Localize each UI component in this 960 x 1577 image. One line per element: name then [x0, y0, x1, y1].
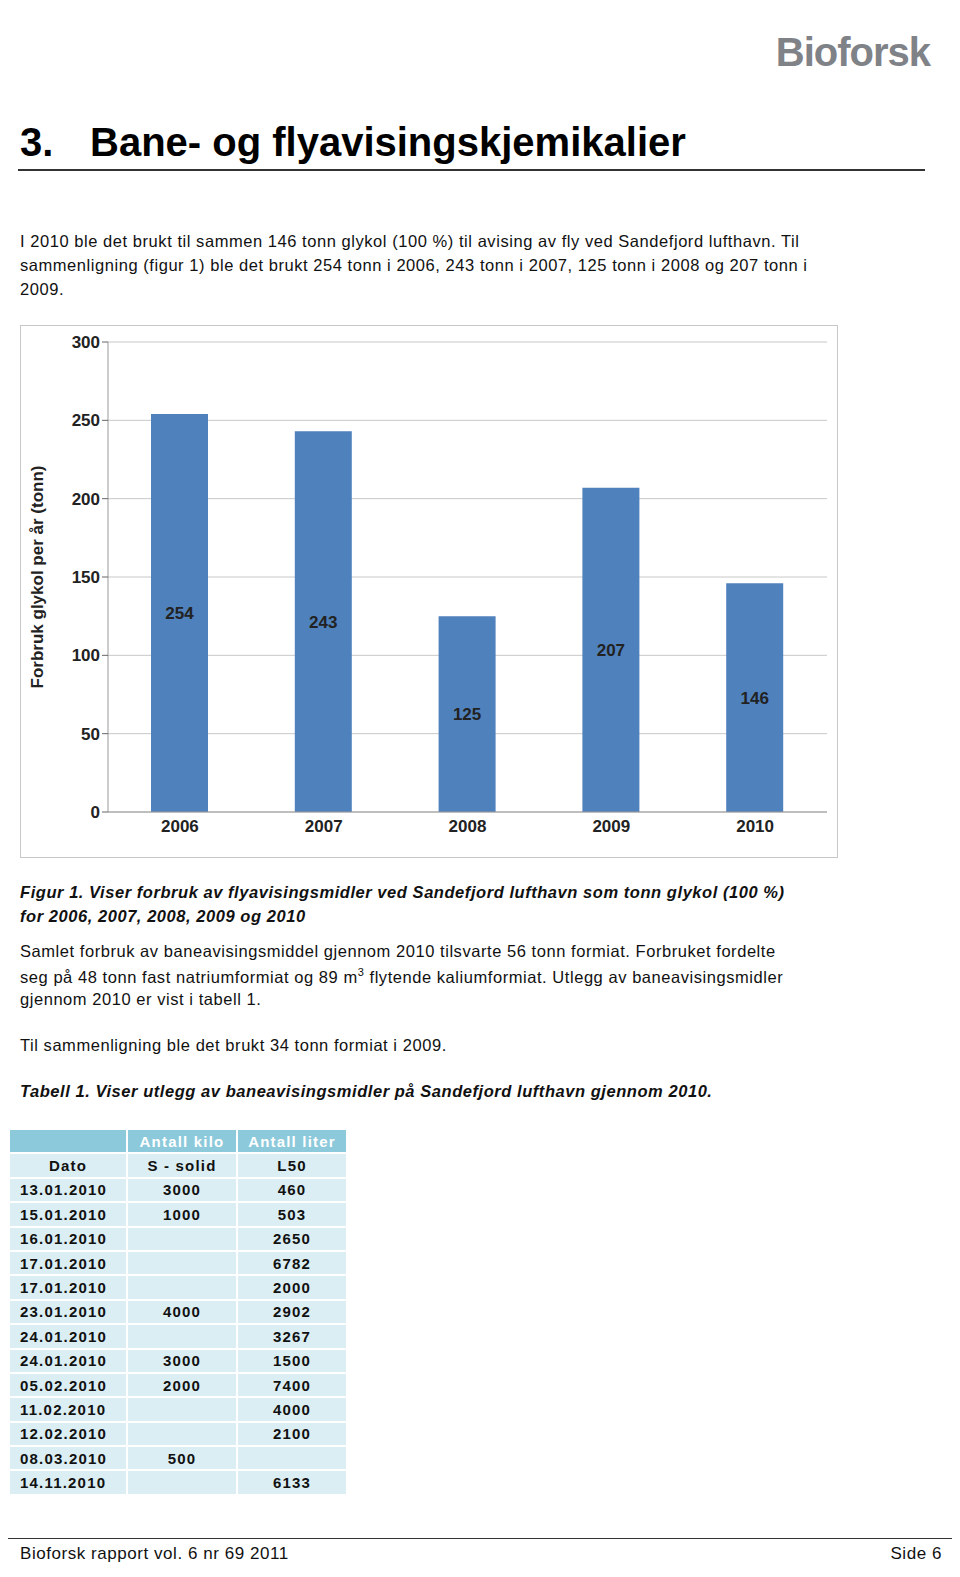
html-text:Side 6: Side 6 [890, 1544, 942, 1563]
svg-text:200: 200 [72, 490, 100, 509]
html-text:I 2010 ble det brukt til samme: I 2010 ble det brukt til sammen 146 tonn… [20, 232, 800, 250]
html-text:Antall kilo: Antall kilo [139, 1132, 225, 1150]
html-text:3000: 3000 [162, 1352, 202, 1370]
html-text:Bioforsk rapport vol. 6 nr 69: Bioforsk rapport vol. 6 nr 69 2011 [20, 1544, 289, 1563]
svg-text:100: 100 [72, 646, 100, 665]
html-text:6133: 6133 [272, 1474, 312, 1492]
svg-text:146: 146 [741, 689, 769, 708]
html-text:16.01.2010: 16.01.2010 [20, 1230, 108, 1248]
html-text:08.03.2010: 08.03.2010 [20, 1449, 108, 1467]
html-text:2009.: 2009. [20, 280, 64, 298]
html-text:L50: L50 [277, 1157, 307, 1175]
svg-text:207: 207 [597, 641, 625, 660]
html-text:S - solid: S - solid [147, 1157, 217, 1175]
html-text:6782: 6782 [272, 1254, 312, 1272]
svg-text:300: 300 [72, 333, 100, 352]
html-text:2100: 2100 [272, 1425, 312, 1443]
html-text:1000: 1000 [162, 1205, 202, 1223]
svg-text:2010: 2010 [736, 817, 774, 836]
html-text:15.01.2010: 15.01.2010 [20, 1205, 108, 1223]
html-text:Dato: Dato [48, 1157, 88, 1175]
html-text:2000: 2000 [162, 1376, 202, 1394]
html-text:17.01.2010: 17.01.2010 [20, 1279, 108, 1296]
html-text:24.01.2010: 24.01.2010 [20, 1327, 108, 1345]
html-text:7400: 7400 [272, 1376, 312, 1394]
svg-text:2008: 2008 [449, 817, 487, 836]
html-text:4000: 4000 [272, 1401, 312, 1418]
html-text:24.01.2010: 24.01.2010 [20, 1352, 108, 1370]
html-text:14.11.2010: 14.11.2010 [20, 1474, 107, 1492]
html-text:4000: 4000 [162, 1303, 202, 1321]
html-text:05.02.2010: 05.02.2010 [20, 1376, 108, 1394]
svg-text:0: 0 [91, 803, 100, 822]
html-text:3000: 3000 [162, 1181, 202, 1199]
html-text:460: 460 [277, 1181, 307, 1199]
html-text:Bioforsk: Bioforsk [775, 30, 930, 74]
html-text:503: 503 [277, 1205, 307, 1223]
html-text:Figur 1. Viser forbruk av flya: Figur 1. Viser forbruk av flyavisingsmid… [20, 883, 785, 901]
svg-text:250: 250 [72, 411, 100, 430]
html-text:2902: 2902 [272, 1303, 312, 1321]
html-text:3.: 3. [20, 120, 54, 164]
html-text:Samlet forbruk av baneavisings: Samlet forbruk av baneavisingsmiddel gje… [20, 942, 776, 960]
html-text:23.01.2010: 23.01.2010 [20, 1303, 108, 1321]
html-text:2650: 2650 [272, 1230, 312, 1248]
html-text:11.02.2010: 11.02.2010 [20, 1401, 107, 1418]
html-text:sammenligning (figur 1) ble de: sammenligning (figur 1) ble det brukt 25… [20, 256, 808, 274]
html-text:3267: 3267 [272, 1327, 312, 1345]
html-text:17.01.2010: 17.01.2010 [20, 1254, 108, 1272]
svg-text:125: 125 [453, 705, 481, 724]
svg-text:2007: 2007 [305, 817, 343, 836]
html-text:12.02.2010: 12.02.2010 [20, 1425, 108, 1443]
html-text:13.01.2010: 13.01.2010 [20, 1181, 108, 1199]
svg-text:2009: 2009 [592, 817, 630, 836]
svg-text:150: 150 [72, 568, 100, 587]
svg-text:243: 243 [309, 613, 337, 632]
svg-text:2006: 2006 [161, 817, 199, 836]
html-text:2000: 2000 [272, 1279, 312, 1296]
html-text:Bane- og flyavisingskjemikalie: Bane- og flyavisingskjemikalier [90, 120, 686, 164]
svg-text:254: 254 [165, 604, 194, 623]
html-text:Tabell 1. Viser utlegg av bane: Tabell 1. Viser utlegg av baneavisingsmi… [20, 1082, 713, 1100]
svg-text:50: 50 [81, 725, 100, 744]
html-text:gjennom 2010 er vist i tabell: gjennom 2010 er vist i tabell 1. [20, 990, 262, 1008]
html-text:500: 500 [167, 1449, 197, 1467]
svg-text:Forbruk glykol per år (tonn): Forbruk glykol per år (tonn) [28, 466, 47, 689]
html-text:Antall liter: Antall liter [248, 1132, 336, 1150]
html-text:1500: 1500 [272, 1352, 312, 1370]
html-text:for 2006, 2007, 2008, 2009 og: for 2006, 2007, 2008, 2009 og 2010 [20, 907, 306, 925]
html-text:Til sammenligning ble det bruk: Til sammenligning ble det brukt 34 tonn … [20, 1036, 447, 1054]
html-text:seg på 48 tonn fast natriumfor: seg på 48 tonn fast natriumformiat og 89… [20, 966, 784, 986]
